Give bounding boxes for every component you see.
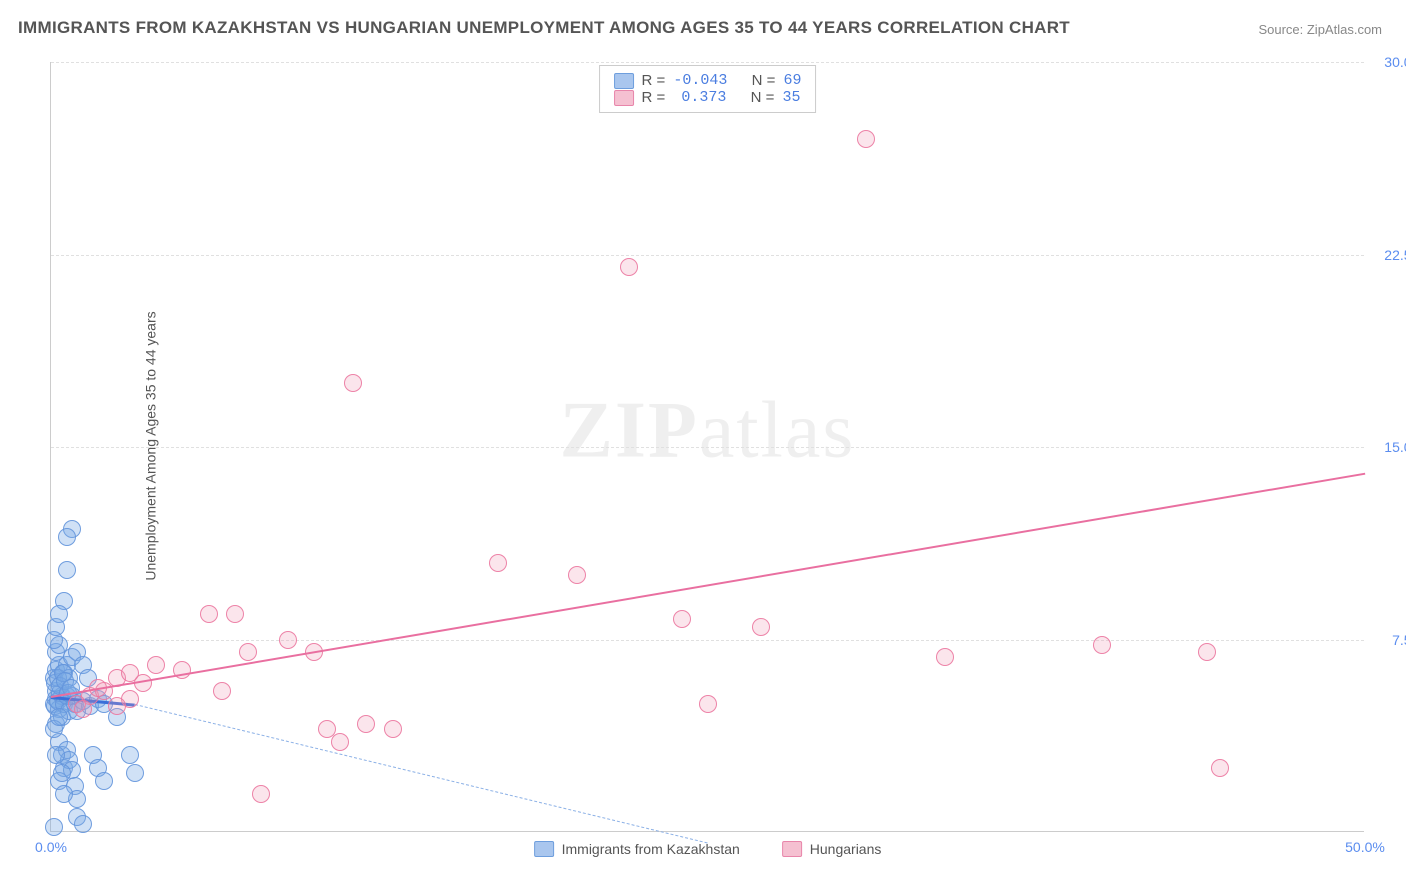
y-tick-label: 22.5% [1384,247,1406,263]
data-point [126,764,144,782]
n-label: N = [752,72,776,89]
legend-row: R = 0.373 N = 35 [614,89,802,106]
data-point [699,695,717,713]
data-point [568,566,586,584]
x-tick-label: 0.0% [35,839,67,855]
data-point [1198,643,1216,661]
data-point [673,610,691,628]
legend-item-0: Immigrants from Kazakhstan [534,841,740,857]
data-point [58,561,76,579]
chart-title: IMMIGRANTS FROM KAZAKHSTAN VS HUNGARIAN … [18,18,1070,38]
data-point [121,664,139,682]
grid-line [51,447,1364,448]
plot-area: ZIPatlas R = -0.043 N = 69 R = 0.373 N =… [50,62,1364,832]
legend-item-1: Hungarians [782,841,882,857]
data-point [95,772,113,790]
data-point [620,258,638,276]
swatch-pink [614,90,634,106]
y-tick-label: 30.0% [1384,54,1406,70]
data-point [1093,636,1111,654]
trend-line [51,473,1365,698]
data-point [239,643,257,661]
data-point [752,618,770,636]
watermark-bold: ZIP [560,387,699,475]
grid-line [51,640,1364,641]
r-label: R = [642,89,666,106]
grid-line [51,62,1364,63]
data-point [857,130,875,148]
data-point [58,528,76,546]
data-point [344,374,362,392]
legend-label-0: Immigrants from Kazakhstan [562,841,740,857]
data-point [147,656,165,674]
source-label: Source: ZipAtlas.com [1258,22,1382,37]
data-point [55,785,73,803]
n-value-0: 69 [783,72,801,89]
data-point [108,697,126,715]
watermark-light: atlas [699,387,856,475]
data-point [121,746,139,764]
data-point [50,708,68,726]
data-point [384,720,402,738]
data-point [489,554,507,572]
stats-legend: R = -0.043 N = 69 R = 0.373 N = 35 [599,65,817,113]
grid-line [51,255,1364,256]
data-point [74,815,92,833]
legend-label-1: Hungarians [810,841,882,857]
r-value-1: 0.373 [673,89,726,106]
r-label: R = [642,72,666,89]
x-tick-label: 50.0% [1345,839,1385,855]
r-value-0: -0.043 [673,72,727,89]
data-point [45,818,63,836]
data-point [53,764,71,782]
data-point [279,631,297,649]
data-point [200,605,218,623]
data-point [1211,759,1229,777]
swatch-pink [782,841,802,857]
data-point [357,715,375,733]
y-tick-label: 15.0% [1384,439,1406,455]
legend-row: R = -0.043 N = 69 [614,72,802,89]
data-point [50,605,68,623]
n-label: N = [751,89,775,106]
data-point [74,700,92,718]
trend-line [135,704,708,844]
data-point [226,605,244,623]
data-point [213,682,231,700]
swatch-blue [534,841,554,857]
data-point [936,648,954,666]
data-point [252,785,270,803]
n-value-1: 35 [782,89,800,106]
swatch-blue [614,73,634,89]
data-point [47,746,65,764]
data-point [331,733,349,751]
watermark: ZIPatlas [560,386,856,477]
y-tick-label: 7.5% [1392,632,1406,648]
